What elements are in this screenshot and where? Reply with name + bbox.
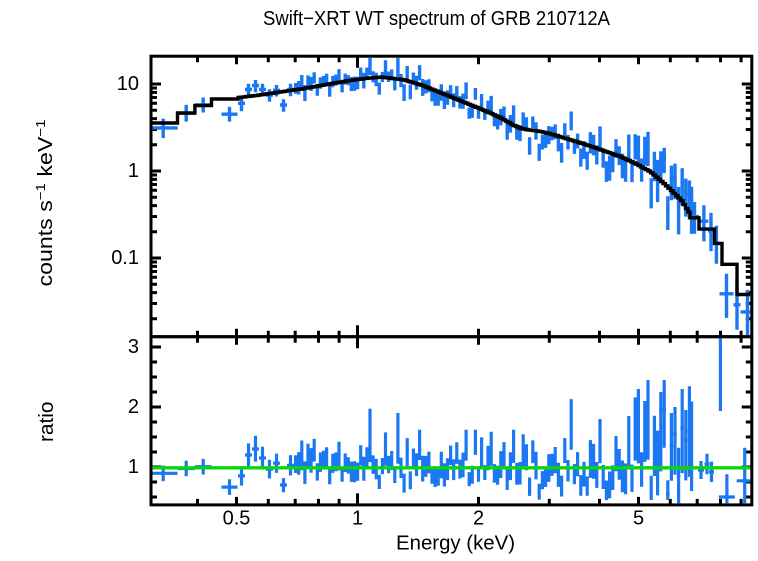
svg-text:3: 3 — [128, 336, 139, 358]
svg-text:2: 2 — [473, 508, 484, 530]
svg-text:1: 1 — [128, 456, 139, 478]
svg-text:Swift−XRT WT spectrum of GRB 2: Swift−XRT WT spectrum of GRB 210712A — [263, 8, 611, 30]
svg-text:Energy (keV): Energy (keV) — [396, 533, 515, 555]
svg-text:1: 1 — [352, 508, 363, 530]
svg-text:0.5: 0.5 — [223, 508, 251, 530]
svg-text:counts s−1 keV−1: counts s−1 keV−1 — [33, 120, 57, 287]
svg-text:1: 1 — [128, 160, 139, 182]
svg-text:10: 10 — [117, 73, 139, 95]
svg-text:2: 2 — [128, 396, 139, 418]
svg-text:5: 5 — [633, 508, 644, 530]
svg-text:ratio: ratio — [36, 402, 58, 443]
svg-text:0.1: 0.1 — [111, 247, 139, 269]
